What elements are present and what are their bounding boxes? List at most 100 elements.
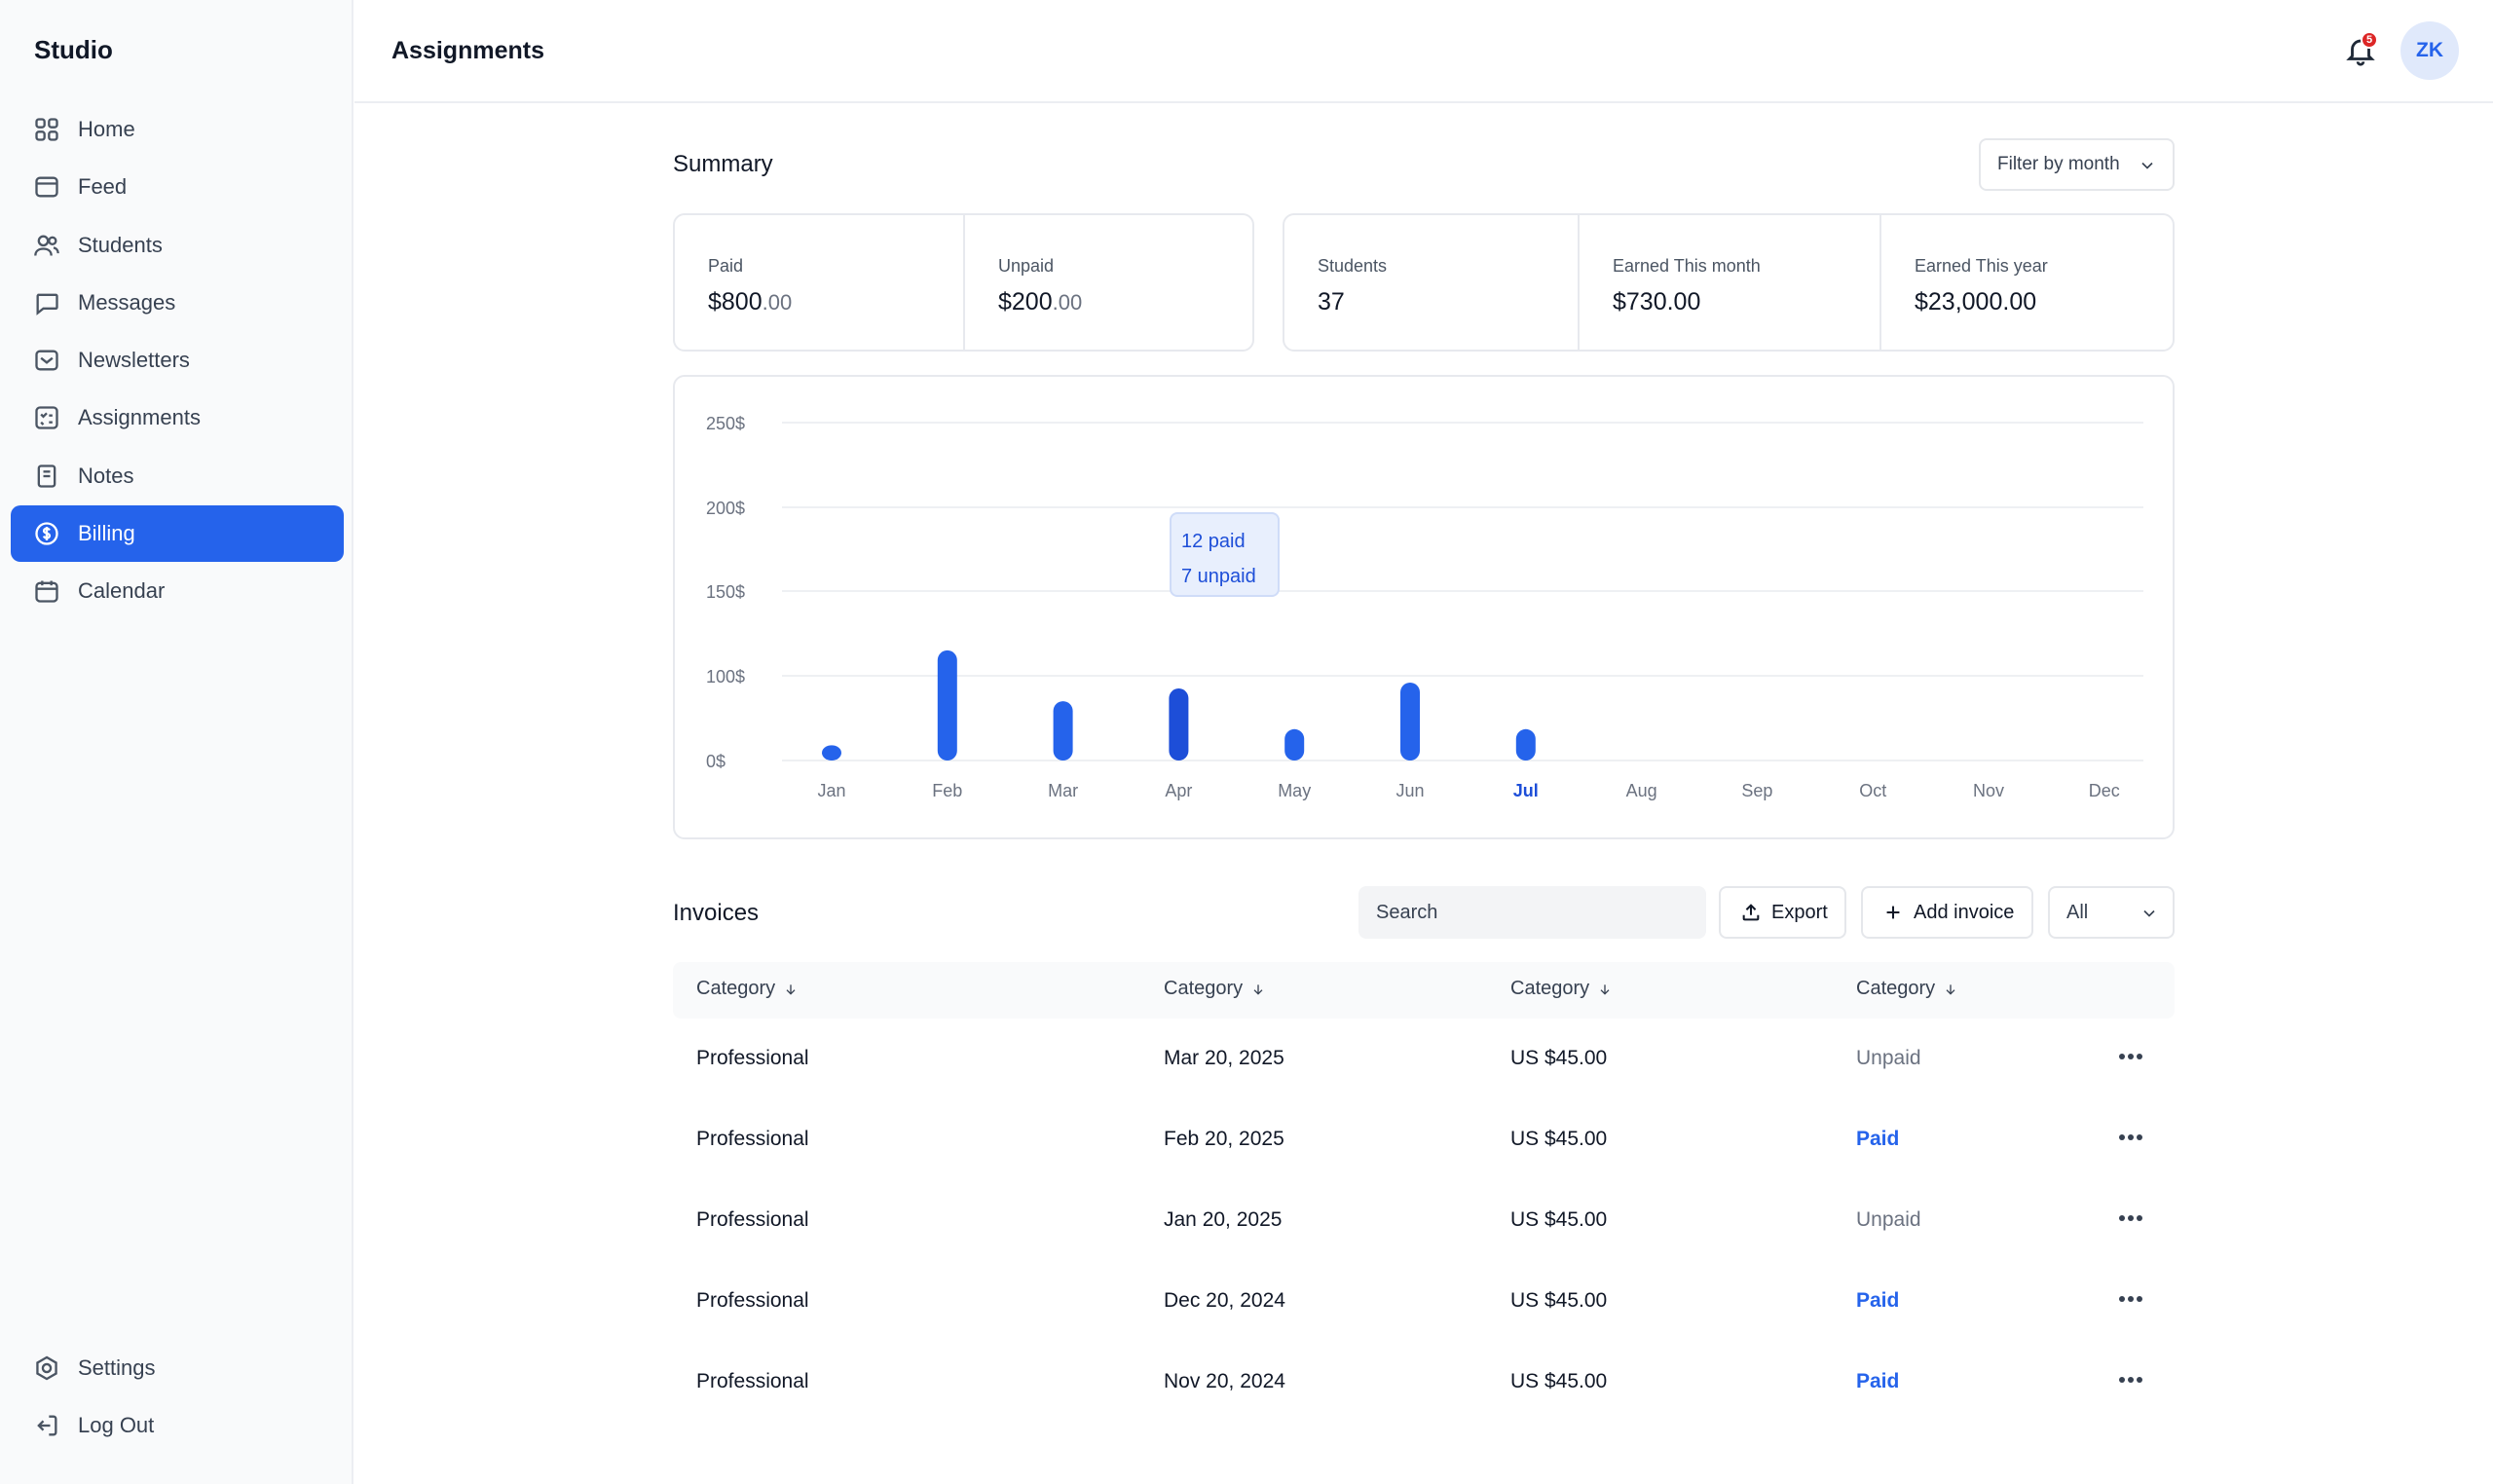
earned-year-stat: Earned This year $23,000.00 bbox=[1881, 215, 2173, 350]
column-header[interactable]: Category bbox=[1164, 978, 1266, 1000]
more-horizontal-icon bbox=[2119, 1134, 2142, 1140]
sidebar-item-label: Students bbox=[78, 232, 163, 257]
row-actions-button[interactable] bbox=[2116, 1284, 2145, 1314]
brand-name: Studio bbox=[34, 35, 113, 64]
sidebar-item-settings[interactable]: Settings bbox=[11, 1340, 344, 1396]
earned-year-label: Earned This year bbox=[1915, 256, 2048, 276]
invoice-date: Dec 20, 2024 bbox=[1164, 1289, 1285, 1312]
arrow-down-icon bbox=[1253, 983, 1263, 995]
billing-chart: 0$ 100$ 150$ 200$ 250$ Jan Feb Mar Apr May Jun Jul A… bbox=[673, 375, 2175, 839]
feed-icon bbox=[33, 173, 60, 201]
chart-bar-jul[interactable] bbox=[1515, 728, 1536, 761]
filter-by-month-dropdown[interactable]: Filter by month bbox=[1979, 138, 2175, 191]
sidebar-item-label: Settings bbox=[78, 1355, 156, 1380]
sidebar-item-logout[interactable]: Log Out bbox=[11, 1397, 344, 1454]
invoice-date: Feb 20, 2025 bbox=[1164, 1128, 1284, 1150]
row-actions-button[interactable] bbox=[2116, 1365, 2145, 1394]
tooltip-paid: 12 paid bbox=[1181, 531, 1246, 552]
sidebar-item-calendar[interactable]: Calendar bbox=[11, 563, 344, 619]
status-filter-value: All bbox=[2066, 901, 2089, 923]
sidebar: Studio Home Feed Students Messages Newsl… bbox=[0, 0, 353, 1484]
payment-summary-card: Paid $800.00 Unpaid $200.00 bbox=[673, 213, 1254, 352]
invoice-category: Professional bbox=[696, 1128, 809, 1150]
paid-label: Paid bbox=[708, 256, 744, 276]
add-invoice-button[interactable]: Add invoice bbox=[1861, 886, 2033, 939]
x-tick-label: Nov bbox=[1973, 781, 2004, 800]
sidebar-item-label: Home bbox=[78, 117, 135, 141]
search-input[interactable] bbox=[1358, 886, 1706, 939]
chart-bar-may[interactable] bbox=[1284, 728, 1305, 761]
row-actions-button[interactable] bbox=[2116, 1204, 2145, 1233]
row-actions-button[interactable] bbox=[2116, 1123, 2145, 1152]
filter-label: Filter by month bbox=[1997, 154, 2120, 174]
invoice-status: Unpaid bbox=[1856, 1047, 1921, 1069]
gear-icon bbox=[33, 1354, 60, 1382]
sidebar-item-students[interactable]: Students bbox=[11, 217, 344, 274]
sidebar-item-label: Log Out bbox=[78, 1413, 155, 1438]
table-row[interactable]: Professional Jan 20, 2025 US $45.00 Unpaid bbox=[673, 1180, 2175, 1261]
sidebar-item-label: Calendar bbox=[78, 578, 166, 604]
chevron-down-icon bbox=[2138, 156, 2157, 181]
invoice-date: Jan 20, 2025 bbox=[1164, 1208, 1283, 1231]
upload-icon bbox=[1742, 904, 1760, 921]
unpaid-label: Unpaid bbox=[998, 256, 1055, 276]
table-row[interactable]: Professional Feb 20, 2025 US $45.00 Paid bbox=[673, 1099, 2175, 1180]
chart-bar-feb[interactable] bbox=[937, 649, 957, 761]
sidebar-item-label: Feed bbox=[78, 174, 128, 200]
x-tick-label: Jul bbox=[1513, 781, 1539, 800]
dollar-icon bbox=[33, 520, 60, 547]
page-title: Assignments bbox=[391, 37, 544, 64]
sidebar-item-feed[interactable]: Feed bbox=[11, 159, 344, 215]
sidebar-item-home[interactable]: Home bbox=[11, 101, 344, 158]
sidebar-bottom-nav: Settings Log Out bbox=[11, 1340, 344, 1456]
arrow-down-icon bbox=[1600, 983, 1610, 995]
chevron-down-icon bbox=[2140, 904, 2159, 929]
plus-icon bbox=[1886, 906, 1900, 919]
invoice-category: Professional bbox=[696, 1370, 809, 1392]
invoice-status: Unpaid bbox=[1856, 1208, 1921, 1231]
earned-month-label: Earned This month bbox=[1613, 256, 1761, 276]
earnings-summary-card: Students 37 Earned This month $730.00 Ea… bbox=[1283, 213, 2175, 352]
column-header[interactable]: Category bbox=[696, 978, 799, 1000]
x-tick-label: Aug bbox=[1626, 781, 1657, 800]
arrow-down-icon bbox=[1946, 983, 1955, 995]
sidebar-item-label: Notes bbox=[78, 463, 134, 488]
chart-bar-mar[interactable] bbox=[1053, 701, 1073, 761]
table-row[interactable]: Professional Dec 20, 2024 US $45.00 Paid bbox=[673, 1261, 2175, 1342]
invoice-category: Professional bbox=[696, 1047, 809, 1069]
invoice-date: Mar 20, 2025 bbox=[1164, 1047, 1284, 1069]
row-actions-button[interactable] bbox=[2116, 1042, 2145, 1071]
calendar-icon bbox=[33, 577, 60, 605]
notification-badge: 5 bbox=[2361, 31, 2378, 49]
column-header[interactable]: Category bbox=[1510, 978, 1613, 1000]
chart-bar-apr[interactable] bbox=[1169, 688, 1189, 761]
sidebar-item-notes[interactable]: Notes bbox=[11, 448, 344, 504]
sidebar-item-newsletters[interactable]: Newsletters bbox=[11, 332, 344, 389]
y-tick-label: 250$ bbox=[706, 414, 745, 433]
invoice-status: Paid bbox=[1856, 1128, 1900, 1150]
sidebar-item-billing[interactable]: Billing bbox=[11, 505, 344, 563]
status-filter-select[interactable]: All bbox=[2048, 886, 2175, 939]
more-horizontal-icon bbox=[2119, 1054, 2142, 1059]
earned-month-value: $730.00 bbox=[1613, 288, 1701, 315]
sidebar-item-assignments[interactable]: Assignments bbox=[11, 390, 344, 446]
paid-value: $800.00 bbox=[708, 288, 793, 315]
logout-icon bbox=[33, 1412, 60, 1439]
column-header[interactable]: Category bbox=[1856, 978, 1958, 1000]
sidebar-item-label: Assignments bbox=[78, 405, 201, 430]
x-tick-label: Sep bbox=[1741, 781, 1772, 800]
invoice-amount: US $45.00 bbox=[1510, 1128, 1608, 1150]
x-tick-label: Feb bbox=[932, 781, 962, 800]
arrow-down-icon bbox=[786, 983, 796, 995]
chart-bar-jun[interactable] bbox=[1400, 682, 1420, 761]
avatar[interactable]: ZK bbox=[2400, 21, 2459, 80]
invoice-amount: US $45.00 bbox=[1510, 1370, 1608, 1392]
paid-stat: Paid $800.00 bbox=[675, 215, 965, 350]
sidebar-item-messages[interactable]: Messages bbox=[11, 275, 344, 331]
chart-bar-jan[interactable] bbox=[822, 745, 841, 761]
invoices-table-header: Category Category Category Category bbox=[673, 962, 2175, 1019]
table-row[interactable]: Professional Mar 20, 2025 US $45.00 Unpaid bbox=[673, 1019, 2175, 1099]
export-button[interactable]: Export bbox=[1719, 886, 1846, 939]
table-row[interactable]: Professional Nov 20, 2024 US $45.00 Paid bbox=[673, 1342, 2175, 1423]
chat-icon bbox=[33, 289, 60, 316]
